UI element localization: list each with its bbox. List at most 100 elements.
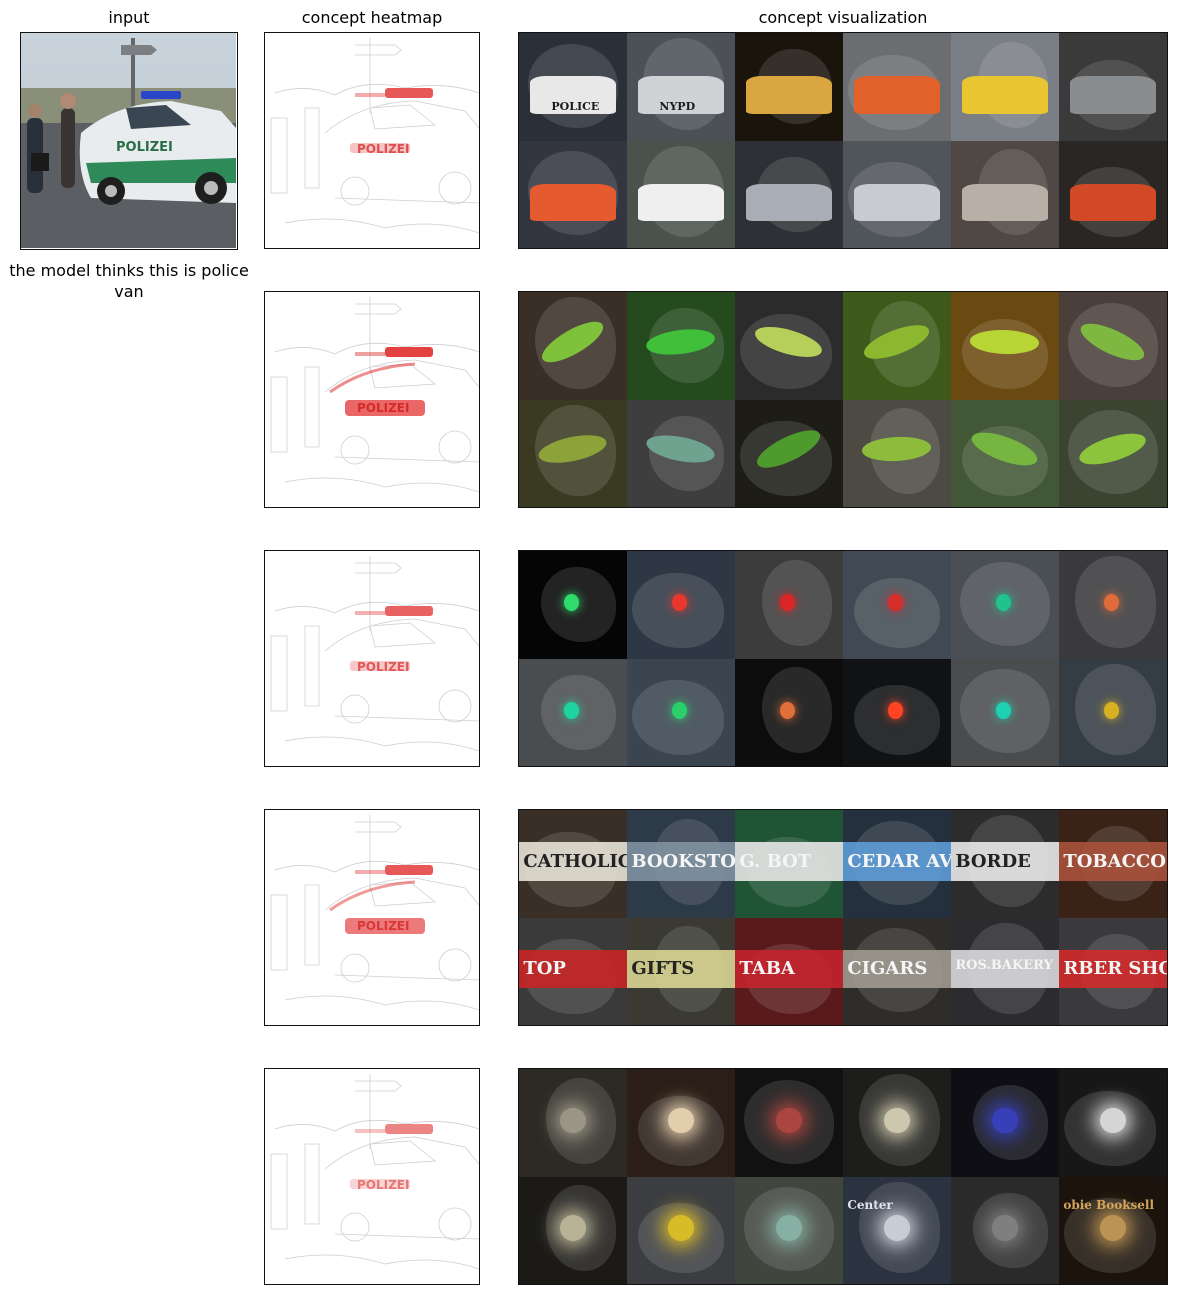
concept-example-tile xyxy=(951,33,1059,141)
concept-example-tile: NYPD xyxy=(627,33,735,141)
concept-example-tile xyxy=(627,140,735,248)
concept-example-tile xyxy=(951,551,1059,659)
concept-example-tile xyxy=(1059,1069,1167,1177)
concept-example-tile: POLICE xyxy=(519,33,627,141)
concept-example-tile: TOBACCO xyxy=(1059,810,1167,918)
concept-object xyxy=(668,1107,694,1134)
concept-example-tile xyxy=(519,1069,627,1177)
concept-example-tile xyxy=(843,292,951,400)
concept-object xyxy=(961,183,1049,222)
concept-highlight-region xyxy=(853,577,941,648)
concept-object xyxy=(560,1107,586,1134)
concept-object xyxy=(776,1107,802,1134)
concept-object xyxy=(1100,1215,1126,1241)
concept-object xyxy=(884,1215,910,1241)
tile-text: CATHOLIC xyxy=(523,850,627,872)
concept-example-tile xyxy=(519,551,627,659)
concept-example-tile xyxy=(843,33,951,141)
concept-object xyxy=(637,183,725,222)
heatmap-car-text: POLIZEI xyxy=(357,919,409,933)
concept-object xyxy=(745,183,833,222)
concept-example-tile: obie Booksell xyxy=(1059,1176,1167,1284)
concept-visualization-grid-3 xyxy=(518,550,1168,767)
concept-heatmap-3: POLIZEI xyxy=(264,550,480,767)
prediction-caption: the model thinks this is police van xyxy=(9,261,249,301)
concept-example-tile: CATHOLIC xyxy=(519,810,627,918)
concept-example-tile xyxy=(1059,292,1167,400)
concept-visualization-grid-5: Center obie Booksell xyxy=(518,1068,1168,1285)
concept-example-tile xyxy=(735,1176,843,1284)
concept-object xyxy=(564,701,580,719)
concept-object xyxy=(1100,1107,1126,1134)
concept-example-tile xyxy=(951,658,1059,766)
concept-example-tile xyxy=(735,658,843,766)
concept-object xyxy=(843,842,951,881)
concept-example-tile: TOP xyxy=(519,917,627,1025)
concept-highlight-region xyxy=(762,667,833,754)
header-concept-visualization: concept visualization xyxy=(758,8,928,27)
concept-object xyxy=(627,842,735,881)
concept-example-tile xyxy=(843,551,951,659)
concept-object xyxy=(780,594,796,612)
concept-object xyxy=(843,949,951,989)
concept-object xyxy=(780,701,796,719)
heatmap-car-text: POLIZEI xyxy=(357,660,409,674)
concept-example-tile xyxy=(627,292,735,400)
concept-object xyxy=(735,949,843,989)
concept-example-tile xyxy=(735,292,843,400)
concept-heatmap-2: POLIZEI xyxy=(264,291,480,508)
concept-object xyxy=(672,701,688,719)
concept-object xyxy=(951,842,1059,881)
concept-object xyxy=(627,949,735,989)
concept-object xyxy=(853,183,941,222)
concept-example-tile xyxy=(735,399,843,507)
concept-example-tile xyxy=(735,140,843,248)
concept-example-tile: CIGARS xyxy=(843,917,951,1025)
concept-heatmap-4: POLIZEI xyxy=(264,809,480,1026)
tile-text: TOBACCO xyxy=(1063,850,1166,872)
concept-object xyxy=(853,76,941,114)
concept-example-tile xyxy=(951,399,1059,507)
concept-example-tile xyxy=(627,1069,735,1177)
input-car-text: POLIZEI xyxy=(116,140,173,155)
concept-highlight-region xyxy=(853,685,941,756)
tile-text: CEDAR AVE xyxy=(847,850,951,872)
tile-text: TOP xyxy=(523,958,566,980)
concept-example-tile xyxy=(735,1069,843,1177)
concept-object xyxy=(888,594,904,612)
concept-example-tile xyxy=(843,1069,951,1177)
concept-example-tile xyxy=(627,1176,735,1284)
concept-object xyxy=(564,594,580,612)
concept-example-tile: ROS.BAKERY xyxy=(951,917,1059,1025)
concept-object xyxy=(735,842,843,881)
concept-example-tile xyxy=(951,1176,1059,1284)
concept-example-tile xyxy=(519,140,627,248)
concept-object xyxy=(1059,949,1167,989)
concept-example-tile xyxy=(627,658,735,766)
tile-text: obie Booksell xyxy=(1063,1198,1155,1212)
concept-example-tile xyxy=(735,551,843,659)
concept-example-tile xyxy=(1059,140,1167,248)
header-input: input xyxy=(108,8,150,27)
concept-example-tile xyxy=(843,140,951,248)
tile-text: RBER SHOP xyxy=(1063,958,1167,980)
tile-text: G. BOT xyxy=(739,850,812,872)
concept-object xyxy=(519,949,627,989)
concept-example-tile xyxy=(519,658,627,766)
concept-example-tile xyxy=(951,292,1059,400)
concept-object xyxy=(951,949,1059,989)
concept-example-tile: BORDE xyxy=(951,810,1059,918)
concept-example-tile: CEDAR AVE xyxy=(843,810,951,918)
concept-example-tile: GIFTS xyxy=(627,917,735,1025)
concept-object xyxy=(560,1215,586,1241)
concept-example-tile xyxy=(1059,399,1167,507)
concept-visualization-grid-1: POLICE NYPD xyxy=(518,32,1168,249)
input-image-graphic: POLIZEI xyxy=(21,33,236,248)
concept-heatmap-5: POLIZEI xyxy=(264,1068,480,1285)
concept-example-tile xyxy=(843,658,951,766)
concept-example-tile: G. BOT xyxy=(735,810,843,918)
tile-text: CIGARS xyxy=(847,958,928,980)
concept-example-tile xyxy=(1059,551,1167,659)
concept-object xyxy=(996,701,1012,719)
concept-object xyxy=(992,1107,1018,1134)
